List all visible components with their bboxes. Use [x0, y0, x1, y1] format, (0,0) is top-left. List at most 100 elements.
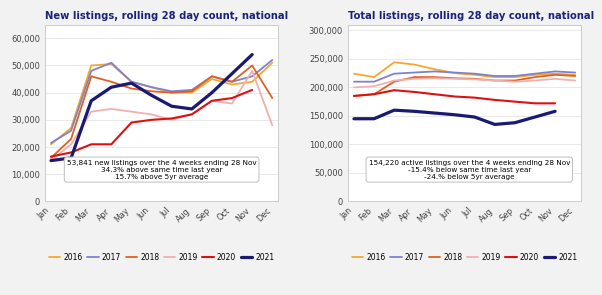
2017 [350, 80, 358, 83]
2021 [350, 117, 358, 120]
2020 [491, 98, 498, 102]
2016 [208, 77, 216, 81]
2018 [228, 80, 235, 83]
2020 [128, 121, 135, 124]
2016 [511, 75, 518, 79]
2018 [532, 75, 539, 79]
2016 [268, 61, 276, 65]
2019 [411, 77, 418, 81]
2019 [532, 79, 539, 82]
2017 [268, 58, 276, 62]
2020 [148, 118, 155, 122]
2020 [350, 94, 358, 98]
2019 [551, 77, 559, 81]
Legend: 2016, 2017, 2018, 2019, 2020, 2021: 2016, 2017, 2018, 2019, 2020, 2021 [46, 250, 278, 265]
Legend: 2016, 2017, 2018, 2019, 2020, 2021: 2016, 2017, 2018, 2019, 2020, 2021 [349, 250, 580, 265]
2017 [571, 71, 579, 74]
2016 [491, 75, 498, 79]
2016 [48, 142, 55, 146]
2018 [511, 79, 518, 82]
2021 [491, 123, 498, 126]
2019 [571, 79, 579, 82]
2018 [431, 75, 438, 79]
Text: 53,841 new listings over the 4 weeks ending 28 Nov
34.3% above same time last ye: 53,841 new listings over the 4 weeks end… [67, 160, 256, 180]
2020 [88, 142, 95, 146]
2021 [532, 115, 539, 119]
2019 [48, 159, 55, 162]
2018 [268, 96, 276, 100]
2020 [370, 92, 377, 96]
2021 [411, 109, 418, 113]
2018 [88, 75, 95, 78]
2020 [228, 96, 235, 100]
2018 [128, 87, 135, 90]
2021 [148, 94, 155, 97]
2018 [370, 92, 377, 96]
2017 [249, 75, 256, 78]
2019 [228, 102, 235, 105]
2020 [208, 99, 216, 103]
2018 [491, 79, 498, 82]
2018 [67, 137, 75, 141]
2019 [491, 79, 498, 82]
2017 [228, 80, 235, 83]
2016 [350, 72, 358, 76]
2017 [108, 61, 115, 65]
2019 [168, 118, 175, 122]
2019 [471, 78, 478, 81]
Line: 2019: 2019 [354, 78, 575, 87]
2018 [451, 76, 458, 80]
2017 [370, 80, 377, 83]
2019 [67, 142, 75, 146]
2016 [532, 73, 539, 77]
2020 [471, 96, 478, 99]
2020 [431, 92, 438, 96]
Line: 2020: 2020 [51, 90, 252, 157]
2016 [188, 91, 196, 94]
2020 [188, 113, 196, 116]
2020 [551, 101, 559, 105]
2016 [128, 80, 135, 83]
2019 [431, 76, 438, 80]
2020 [411, 90, 418, 94]
2017 [511, 74, 518, 78]
2017 [451, 71, 458, 74]
Line: 2017: 2017 [51, 60, 272, 143]
Line: 2019: 2019 [51, 71, 272, 160]
2018 [571, 74, 579, 78]
2016 [67, 126, 75, 130]
2019 [268, 124, 276, 127]
2021 [48, 159, 55, 162]
2021 [249, 53, 256, 56]
2021 [471, 115, 478, 119]
2018 [391, 80, 398, 83]
2018 [411, 75, 418, 79]
2017 [391, 72, 398, 76]
2016 [249, 80, 256, 83]
2018 [108, 80, 115, 83]
2016 [431, 67, 438, 71]
2018 [188, 89, 196, 93]
Text: Total listings, rolling 28 day count, national: Total listings, rolling 28 day count, na… [348, 11, 594, 21]
2017 [411, 71, 418, 74]
2019 [249, 69, 256, 73]
2017 [128, 80, 135, 83]
2020 [168, 117, 175, 120]
2016 [551, 72, 559, 76]
2017 [491, 74, 498, 78]
2018 [208, 75, 216, 78]
2016 [370, 75, 377, 79]
2021 [128, 81, 135, 85]
2021 [431, 111, 438, 115]
2017 [551, 70, 559, 73]
Line: 2021: 2021 [354, 110, 555, 124]
2019 [511, 80, 518, 83]
2019 [451, 77, 458, 81]
Line: 2017: 2017 [354, 71, 575, 82]
2019 [88, 110, 95, 114]
2021 [188, 107, 196, 111]
2017 [471, 72, 478, 76]
2016 [571, 73, 579, 77]
2021 [67, 156, 75, 160]
Line: 2016: 2016 [354, 62, 575, 77]
